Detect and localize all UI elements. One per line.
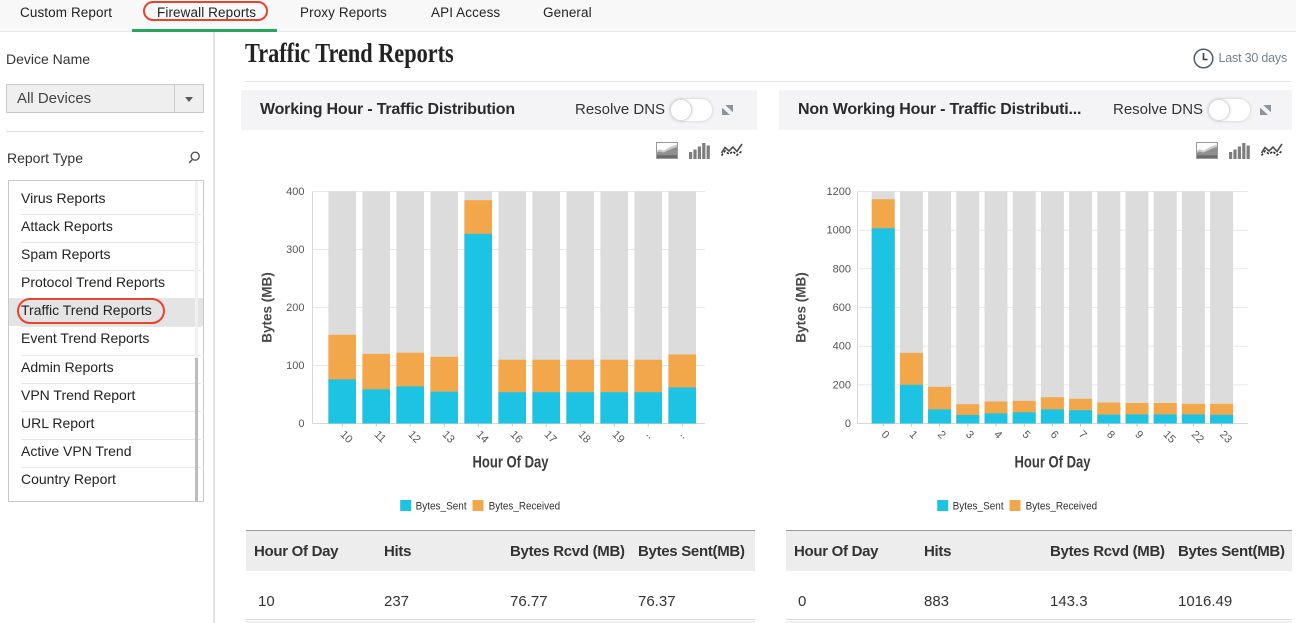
svg-text:400: 400 xyxy=(833,341,851,353)
svg-text:11: 11 xyxy=(372,429,389,446)
svg-text:Bytes (MB): Bytes (MB) xyxy=(794,272,809,343)
svg-text:Hour Of Day: Hour Of Day xyxy=(1015,454,1092,472)
svg-text:Hour Of Day: Hour Of Day xyxy=(473,454,550,472)
svg-text:Bytes_Received: Bytes_Received xyxy=(489,501,560,513)
svg-text:Bytes_Sent: Bytes_Sent xyxy=(953,501,1004,513)
svg-text:10: 10 xyxy=(338,429,355,446)
svg-text:200: 200 xyxy=(286,302,304,314)
svg-text:18: 18 xyxy=(576,429,593,446)
svg-text:..: .. xyxy=(644,429,657,442)
svg-text:0: 0 xyxy=(879,429,892,442)
svg-text:2: 2 xyxy=(935,429,948,442)
svg-text:7: 7 xyxy=(1076,429,1089,442)
svg-text:23: 23 xyxy=(1217,429,1234,446)
svg-text:0: 0 xyxy=(298,418,304,430)
svg-text:1000: 1000 xyxy=(827,225,851,237)
svg-text:4: 4 xyxy=(991,429,1004,442)
svg-text:200: 200 xyxy=(833,379,851,391)
svg-text:0: 0 xyxy=(845,418,851,430)
svg-text:5: 5 xyxy=(1020,429,1033,442)
svg-text:3: 3 xyxy=(963,429,976,442)
svg-text:12: 12 xyxy=(406,429,423,446)
svg-text:800: 800 xyxy=(833,263,851,275)
svg-text:1200: 1200 xyxy=(827,186,851,198)
svg-text:Bytes (MB): Bytes (MB) xyxy=(260,272,275,343)
svg-text:15: 15 xyxy=(1161,429,1178,446)
svg-text:16: 16 xyxy=(508,429,525,446)
svg-text:100: 100 xyxy=(286,360,304,372)
svg-text:1: 1 xyxy=(907,429,920,442)
svg-text:8: 8 xyxy=(1104,429,1117,442)
svg-text:22: 22 xyxy=(1189,429,1206,446)
svg-text:Bytes_Sent: Bytes_Sent xyxy=(416,501,467,513)
svg-text:600: 600 xyxy=(833,302,851,314)
svg-text:17: 17 xyxy=(542,429,559,446)
svg-text:400: 400 xyxy=(286,186,304,198)
svg-text:13: 13 xyxy=(440,429,457,446)
svg-text:6: 6 xyxy=(1048,429,1061,442)
svg-text:19: 19 xyxy=(610,429,627,446)
svg-text:9: 9 xyxy=(1132,429,1145,442)
svg-text:..: .. xyxy=(678,429,691,442)
svg-text:14: 14 xyxy=(474,429,491,446)
svg-text:300: 300 xyxy=(286,244,304,256)
svg-text:Bytes_Received: Bytes_Received xyxy=(1026,501,1098,513)
